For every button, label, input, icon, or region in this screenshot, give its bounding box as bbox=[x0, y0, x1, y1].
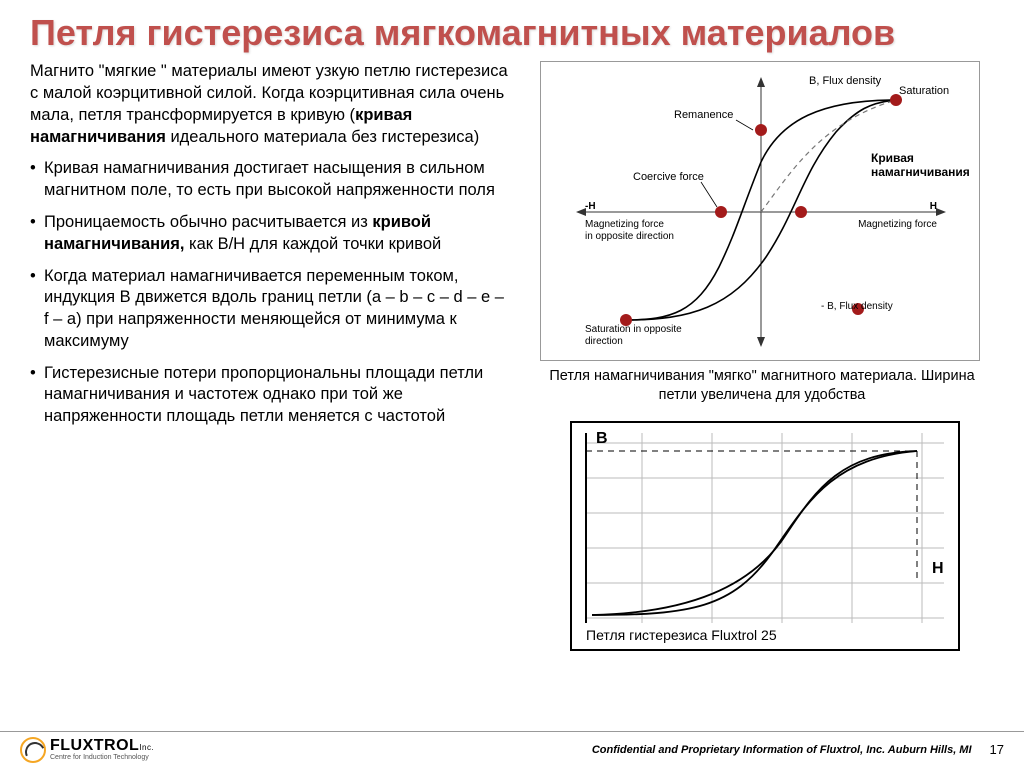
confidential-text: Confidential and Proprietary Information… bbox=[592, 744, 972, 756]
label-b: B bbox=[596, 430, 608, 447]
figures-column: B, Flux density Saturation Remanence Coe… bbox=[530, 61, 994, 651]
hysteresis-diagram: B, Flux density Saturation Remanence Coe… bbox=[540, 61, 980, 361]
bullet-3: •Когда материал намагничивается переменн… bbox=[30, 266, 510, 353]
page-number: 17 bbox=[990, 742, 1004, 757]
label-sat-opp1: Saturation in opposite bbox=[585, 324, 682, 335]
intro-paragraph: Магнито "мягкие " материалы имеют узкую … bbox=[30, 61, 510, 148]
hysteresis-caption: Петля намагничивания "мягко" магнитного … bbox=[540, 367, 984, 405]
fluxtrol-logo: FLUXTROLInc. Centre for Induction Techno… bbox=[20, 737, 154, 763]
bullet-2: •Проницаемость обычно расчитывается из к… bbox=[30, 212, 510, 256]
label-coercive: Coercive force bbox=[633, 171, 704, 183]
label-saturation: Saturation bbox=[899, 85, 949, 97]
slide-title: Петля гистерезиса мягкомагнитных материа… bbox=[30, 12, 994, 53]
label-neg-b: - B, Flux density bbox=[821, 301, 893, 312]
label-neg-h: -H bbox=[585, 201, 596, 212]
bullet-4: •Гистерезисные потери пропорциональны пл… bbox=[30, 363, 510, 428]
footer: FLUXTROLInc. Centre for Induction Techno… bbox=[0, 731, 1024, 767]
text-column: Магнито "мягкие " материалы имеют узкую … bbox=[30, 61, 510, 651]
logo-icon bbox=[20, 737, 46, 763]
label-sat-opp2: direction bbox=[585, 336, 623, 347]
side-annotation: Кривая намагничивания bbox=[871, 152, 981, 180]
label-magforce: Magnetizing force bbox=[858, 219, 937, 230]
label-h: H bbox=[932, 560, 944, 577]
fluxtrol-caption: Петля гистерезиса Fluxtrol 25 bbox=[586, 627, 777, 643]
fluxtrol-diagram: B H Петля гистерезиса Fluxtrol 25 bbox=[570, 421, 960, 651]
label-magforce-opp2: in opposite direction bbox=[585, 231, 674, 242]
bullet-1: •Кривая намагничивания достигает насыщен… bbox=[30, 158, 510, 202]
label-magforce-opp1: Magnetizing force bbox=[585, 219, 664, 230]
label-h: H bbox=[930, 201, 937, 212]
label-remanence: Remanence bbox=[674, 109, 733, 121]
label-b-flux: B, Flux density bbox=[809, 75, 882, 87]
